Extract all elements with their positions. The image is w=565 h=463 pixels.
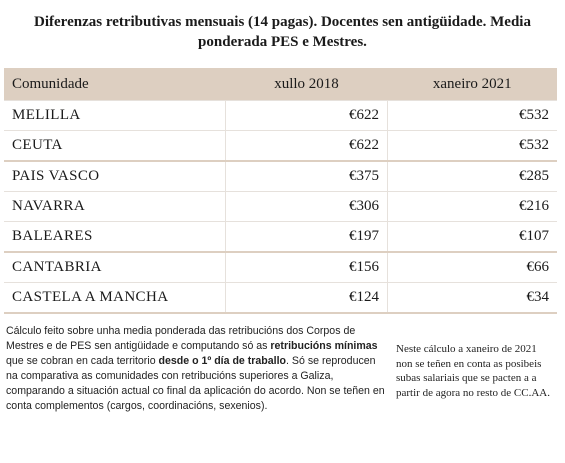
- table-row: BALEARES €197 €107: [4, 221, 557, 252]
- jan2021-cell: €66: [387, 251, 557, 283]
- salary-table: Comunidade xullo 2018 xaneiro 2021 MELIL…: [4, 68, 557, 314]
- column-header-jul2018: xullo 2018: [225, 68, 388, 101]
- jan2021-cell: €285: [387, 160, 557, 192]
- column-header-community: Comunidade: [4, 68, 226, 101]
- jan2021-cell: €532: [387, 100, 557, 131]
- table-header-row: Comunidade xullo 2018 xaneiro 2021: [4, 68, 557, 101]
- community-cell: CANTABRIA: [4, 251, 226, 283]
- note-text: Cálculo feito sobre unha media ponderada…: [6, 325, 356, 353]
- community-cell: NAVARRA: [4, 191, 226, 222]
- note-text: que se cobran en cada territorio: [6, 355, 159, 368]
- column-header-jan2021: xaneiro 2021: [387, 68, 557, 101]
- jul2018-cell: €197: [225, 221, 388, 252]
- jan2021-cell: €216: [387, 191, 557, 222]
- page-title: Diferenzas retributivas mensuais (14 pag…: [34, 14, 531, 50]
- jan2021-cell: €34: [387, 282, 557, 314]
- table-row: CANTABRIA €156 €66: [4, 251, 557, 283]
- community-cell: BALEARES: [4, 221, 226, 252]
- table-row: PAIS VASCO €375 €285: [4, 160, 557, 192]
- table-row: CASTELA A MANCHA €124 €34: [4, 282, 557, 314]
- jul2018-cell: €622: [225, 100, 388, 131]
- community-cell: CASTELA A MANCHA: [4, 282, 226, 314]
- note-emphasis: desde o 1º día de traballo: [158, 355, 287, 368]
- jul2018-cell: €622: [225, 130, 388, 161]
- jul2018-cell: €375: [225, 160, 388, 192]
- community-cell: MELILLA: [4, 100, 226, 131]
- table-row: CEUTA €622 €532: [4, 130, 557, 161]
- methodology-note: Cálculo feito sobre unha media ponderada…: [6, 324, 390, 415]
- jan2021-cell: €107: [387, 221, 557, 252]
- disclaimer-note: Neste cálculo a xaneiro de 2021 non se t…: [396, 343, 550, 399]
- table-row: MELILLA €622 €532: [4, 100, 557, 131]
- jan2021-cell: €532: [387, 130, 557, 161]
- note-emphasis: retribucións mínimas: [270, 340, 378, 353]
- jul2018-cell: €306: [225, 191, 388, 222]
- community-cell: CEUTA: [4, 130, 226, 161]
- community-cell: PAIS VASCO: [4, 160, 226, 192]
- table-row: NAVARRA €306 €216: [4, 191, 557, 222]
- note-text: . Só se reproducen na comparativa as com…: [6, 355, 385, 413]
- jul2018-cell: €124: [225, 282, 388, 314]
- jul2018-cell: €156: [225, 251, 388, 283]
